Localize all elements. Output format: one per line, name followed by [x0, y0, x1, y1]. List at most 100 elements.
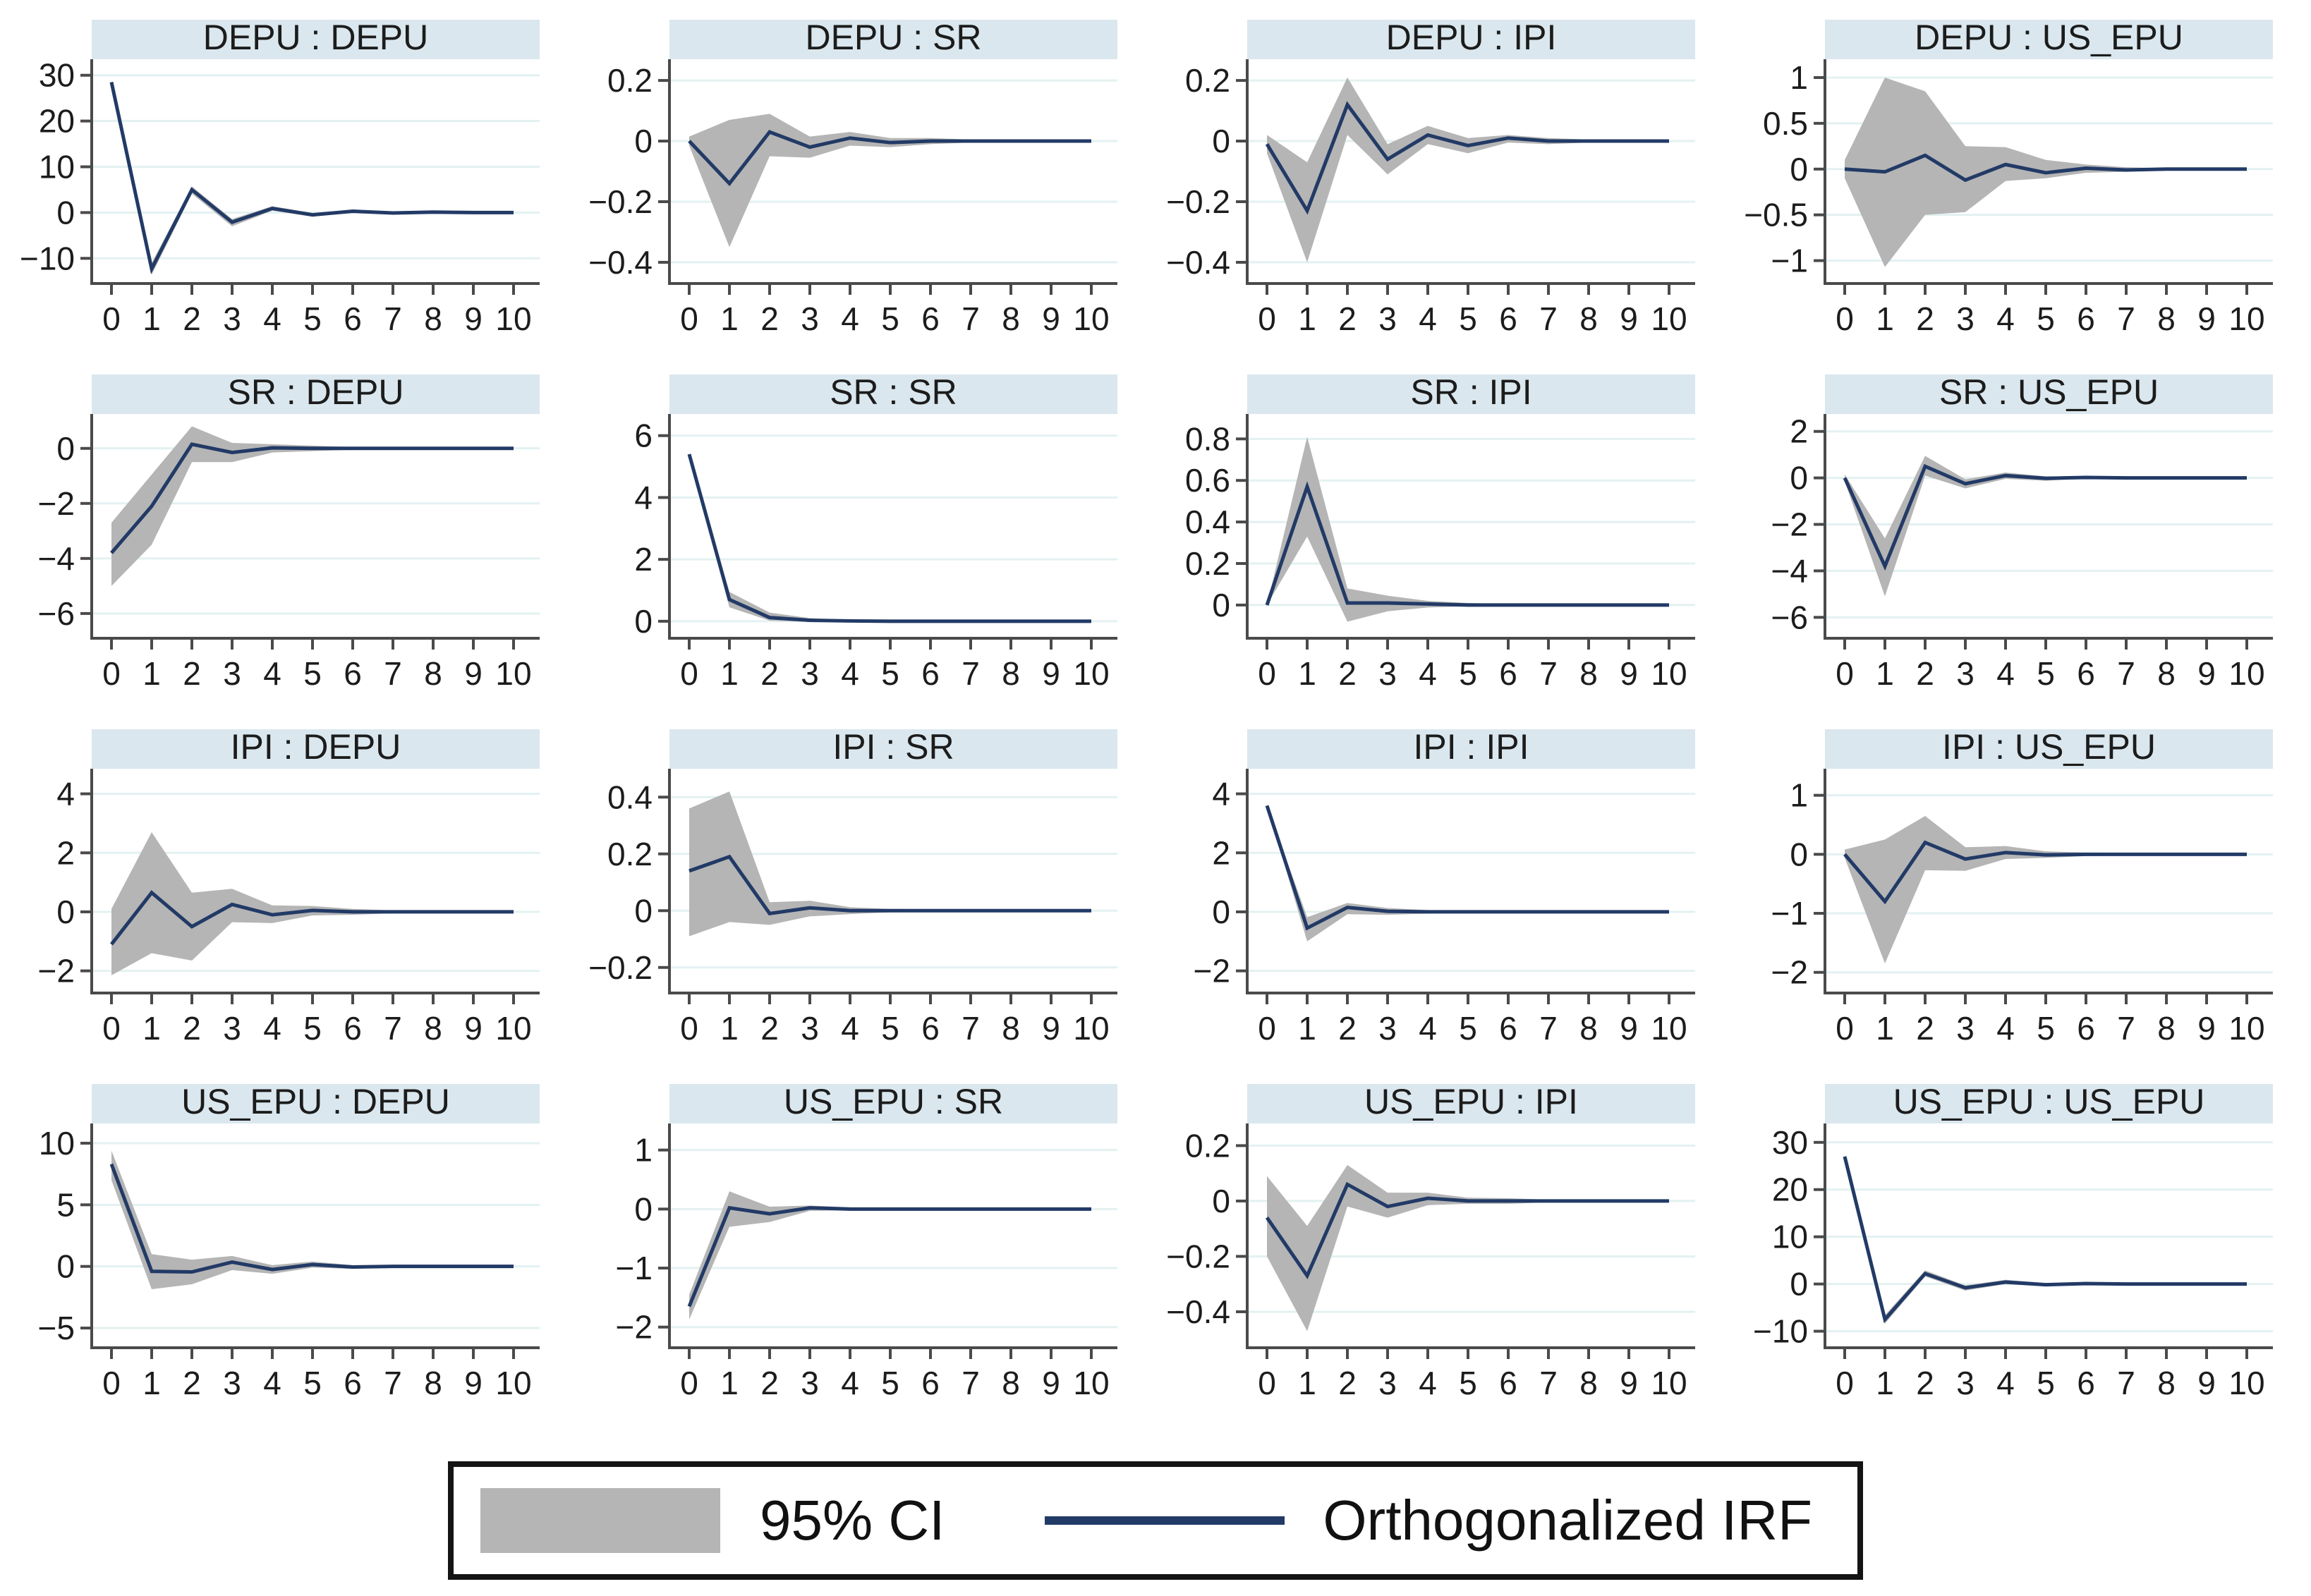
panel-title-bar — [1247, 729, 1695, 769]
panel-title: DEPU : IPI — [1386, 18, 1557, 57]
panel-title: SR : DEPU — [227, 372, 404, 412]
irf-panel: US_EPU : SR −2 −1 0 1 0 1 2 3 4 5 6 7 8 9 10 — [578, 1064, 1156, 1419]
x-tick-label: 3 — [1378, 655, 1397, 692]
x-tick-label: 7 — [2117, 655, 2135, 692]
x-tick-label: 2 — [1338, 1365, 1357, 1401]
x-tick-label: 1 — [1298, 1365, 1316, 1401]
irf-line — [688, 130, 1091, 187]
irf-panel: IPI : DEPU −2 0 2 4 0 1 2 3 4 5 6 7 8 9 10 — [0, 709, 578, 1064]
x-tick-label: 5 — [303, 655, 322, 692]
x-tick-label: 7 — [2117, 1010, 2135, 1047]
x-tick-label: 7 — [2117, 300, 2135, 337]
x-tick-label: 2 — [1916, 300, 1934, 337]
x-tick-label: 3 — [1956, 300, 1975, 337]
axes — [1824, 414, 2273, 640]
gridlines — [1825, 1141, 2273, 1333]
x-tick-label: 3 — [801, 300, 819, 337]
x-tick-label: 4 — [1996, 655, 2015, 692]
x-tick-label: 8 — [1002, 300, 1020, 337]
x-tick-label: 2 — [760, 300, 779, 337]
y-tick-label: 0 — [1212, 587, 1230, 623]
x-ticks: 0 1 2 3 4 5 6 7 8 9 10 — [102, 638, 532, 692]
x-tick-label: 1 — [142, 1365, 161, 1401]
x-tick-label: 4 — [841, 1365, 859, 1401]
y-tick-label: −2 — [616, 1309, 653, 1346]
x-tick-label: 2 — [183, 1365, 201, 1401]
x-tick-label: 10 — [1651, 655, 1687, 692]
x-tick-label: 3 — [1956, 1365, 1975, 1401]
y-tick-label: 0.2 — [1185, 62, 1230, 99]
x-tick-label: 10 — [1651, 300, 1687, 337]
y-tick-label: −6 — [1771, 599, 1808, 635]
x-tick-label: 3 — [1378, 300, 1397, 337]
irf-line — [1843, 463, 2247, 571]
y-tick-label: −10 — [20, 240, 75, 276]
x-tick-label: 8 — [2157, 300, 2176, 337]
x-tick-label: 2 — [183, 1010, 201, 1047]
x-ticks: 0 1 2 3 4 5 6 7 8 9 10 — [102, 284, 532, 337]
x-tick-label: 9 — [1042, 655, 1060, 692]
x-tick-label: 10 — [2228, 1365, 2264, 1401]
ci-band — [689, 454, 1091, 622]
y-tick-label: 10 — [39, 149, 75, 185]
x-tick-label: 6 — [344, 300, 362, 337]
x-tick-label: 6 — [344, 1365, 362, 1401]
x-tick-label: 1 — [720, 1365, 739, 1401]
x-tick-label: 0 — [680, 1365, 698, 1401]
x-tick-label: 2 — [1916, 1365, 1934, 1401]
y-tick-label: 0 — [1790, 836, 1808, 872]
x-tick-label: 5 — [881, 1365, 899, 1401]
x-tick-label: 1 — [720, 655, 739, 692]
x-tick-label: 5 — [1459, 1365, 1477, 1401]
x-tick-label: 7 — [962, 655, 980, 692]
y-tick-label: 0.2 — [1185, 545, 1230, 582]
y-tick-label: 20 — [1772, 1171, 1808, 1208]
y-tick-label: −0.2 — [588, 183, 653, 220]
y-ticks: −2 −1 0 1 — [1771, 777, 1825, 991]
x-tick-label: 7 — [384, 655, 402, 692]
x-tick-label: 7 — [962, 300, 980, 337]
y-ticks: −2 0 2 4 — [38, 776, 92, 989]
y-ticks: −6 −4 −2 0 2 — [1771, 413, 1825, 635]
x-tick-label: 1 — [1298, 655, 1316, 692]
x-ticks: 0 1 2 3 4 5 6 7 8 9 10 — [1836, 1348, 2265, 1401]
ci-band — [111, 426, 514, 586]
axes — [90, 59, 540, 285]
x-tick-label: 7 — [384, 1365, 402, 1401]
x-tick-label: 0 — [102, 1365, 121, 1401]
irf-panel: US_EPU : US_EPU −10 0 10 20 30 0 1 2 3 4 5 6 7 8 9 10 — [1733, 1064, 2311, 1419]
x-tick-label: 3 — [223, 1365, 241, 1401]
x-tick-label: 4 — [1419, 1010, 1437, 1047]
x-tick-label: 5 — [2037, 300, 2055, 337]
x-tick-label: 6 — [921, 1010, 940, 1047]
x-tick-label: 0 — [1836, 655, 1854, 692]
x-tick-label: 7 — [1539, 1365, 1558, 1401]
x-tick-label: 7 — [962, 1010, 980, 1047]
panel-title: DEPU : US_EPU — [1915, 18, 2183, 57]
irf-panel: US_EPU : DEPU −5 0 5 10 0 1 2 3 4 5 6 7 8 9 10 — [0, 1064, 578, 1419]
x-tick-label: 10 — [2228, 655, 2264, 692]
y-ticks: −0.4 −0.2 0 0.2 — [1166, 62, 1247, 281]
x-tick-label: 1 — [1876, 1365, 1894, 1401]
ci-band — [111, 1150, 514, 1290]
x-tick-label: 0 — [1836, 300, 1854, 337]
x-tick-label: 8 — [1002, 655, 1020, 692]
y-tick-label: 0.2 — [607, 836, 653, 872]
x-tick-label: 9 — [464, 300, 483, 337]
axes — [668, 59, 1117, 285]
y-tick-label: −0.4 — [1166, 1293, 1230, 1330]
legend: 95% CI Orthogonalized IRF — [447, 1461, 1863, 1580]
x-tick-label: 6 — [2077, 1365, 2095, 1401]
y-tick-label: 0 — [1790, 460, 1808, 497]
y-tick-label: 0 — [634, 1190, 653, 1227]
irf-line — [1843, 840, 2247, 905]
irf-panel: IPI : SR −0.2 0 0.2 0.4 0 1 2 3 4 5 6 7 8 9 10 — [578, 709, 1156, 1064]
irf-line — [687, 1205, 1091, 1308]
panel-title-bar — [92, 729, 540, 769]
x-tick-label: 4 — [841, 655, 859, 692]
x-tick-label: 9 — [1042, 300, 1060, 337]
